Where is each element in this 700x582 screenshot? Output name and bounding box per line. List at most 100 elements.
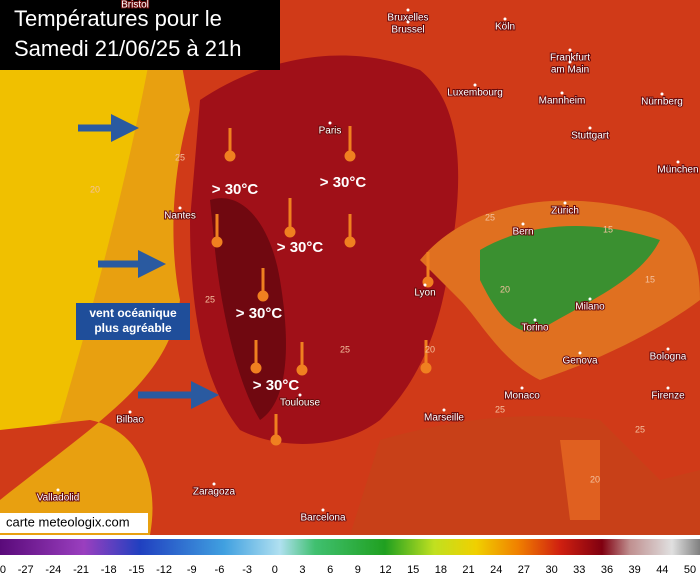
- legend-tick: 12: [379, 564, 391, 576]
- contour-label: 15: [603, 224, 613, 234]
- legend-tick: -30: [0, 564, 6, 576]
- city-dot: [520, 386, 524, 390]
- city-dot: [321, 508, 325, 512]
- legend-tick: 6: [327, 564, 333, 576]
- city-dot: [442, 408, 446, 412]
- contour-label: 25: [485, 212, 495, 222]
- city-dot: [521, 222, 525, 226]
- city-dot: [588, 126, 592, 130]
- city-dot: [503, 17, 507, 21]
- title-box: [0, 0, 280, 70]
- legend-tick: 27: [518, 564, 530, 576]
- city-label: Torino: [521, 323, 549, 334]
- city-dot: [660, 92, 664, 96]
- city-label: Nantes: [164, 211, 196, 222]
- thermometers: [211, 126, 434, 446]
- city-label: Brussel: [391, 25, 424, 36]
- city-label: Bristol: [121, 0, 149, 11]
- contour-label: 25: [495, 404, 505, 414]
- hot-label: > 30°C: [236, 305, 283, 322]
- city-label: Bilbao: [116, 415, 144, 426]
- legend-tick: 44: [656, 564, 668, 576]
- contour-label: 25: [175, 152, 185, 162]
- city-label: Bern: [512, 227, 533, 238]
- legend-tick: -27: [18, 564, 34, 576]
- city-dot: [298, 393, 302, 397]
- legend-tick: 3: [299, 564, 305, 576]
- city-label: Lyon: [414, 288, 435, 299]
- credit-box: [0, 513, 148, 533]
- city-dot: [578, 351, 582, 355]
- contour-label: 20: [425, 344, 435, 354]
- city-dot: [423, 283, 427, 287]
- city-dot: [666, 347, 670, 351]
- city-label: Frankfurt: [550, 53, 590, 64]
- contour-label: 25: [205, 294, 215, 304]
- arrows: [78, 114, 219, 409]
- city-dot: [212, 482, 216, 486]
- title: Températures pour le: [14, 6, 222, 31]
- city-dot: [588, 297, 592, 301]
- city-label: Mannheim: [539, 96, 586, 107]
- legend-tick: 21: [462, 564, 474, 576]
- city-dot: [563, 201, 567, 205]
- city-dot: [128, 410, 132, 414]
- city-dot: [178, 206, 182, 210]
- credit: carte meteologix.com: [6, 514, 130, 529]
- legend-tick: 24: [490, 564, 502, 576]
- legend-tick: -9: [187, 564, 197, 576]
- legend-tick: -3: [242, 564, 252, 576]
- wind-note: vent océanique: [89, 306, 177, 320]
- city-label: am Main: [551, 65, 589, 76]
- legend-tick: -6: [215, 564, 225, 576]
- legend-bar: [0, 539, 700, 555]
- legend-tick: 39: [629, 564, 641, 576]
- city-dot: [568, 60, 572, 64]
- legend-tick: 33: [573, 564, 585, 576]
- contour-label: 15: [645, 274, 655, 284]
- city-dot: [473, 83, 477, 87]
- city-label: Valladolid: [37, 493, 80, 504]
- city-dot: [406, 20, 410, 24]
- hot-label: > 30°C: [320, 174, 367, 191]
- contour-label: 20: [90, 184, 100, 194]
- city-label: Paris: [319, 126, 342, 137]
- legend-tick: 36: [601, 564, 613, 576]
- wind-box: [76, 303, 190, 340]
- city-label: München: [657, 165, 698, 176]
- contour-label: 25: [635, 424, 645, 434]
- city-label: Luxembourg: [447, 88, 503, 99]
- city-label: Köln: [495, 22, 515, 33]
- city-dot: [533, 318, 537, 322]
- legend-tick: -18: [101, 564, 117, 576]
- legend-tick: -21: [73, 564, 89, 576]
- legend-tick: 30: [545, 564, 557, 576]
- title: Samedi 21/06/25 à 21h: [14, 36, 242, 61]
- city-dot: [568, 48, 572, 52]
- city-dot: [406, 8, 410, 12]
- city-label: Toulouse: [280, 398, 320, 409]
- legend-tick: 50: [684, 564, 696, 576]
- legend-tick: -12: [156, 564, 172, 576]
- legend-tick: 18: [435, 564, 447, 576]
- city-label: Bologna: [650, 352, 687, 363]
- city-label: Zaragoza: [193, 487, 236, 498]
- city-label: Nürnberg: [641, 97, 683, 108]
- city-label: Firenze: [651, 391, 685, 402]
- city-label: Milano: [575, 302, 605, 313]
- city-dot: [666, 386, 670, 390]
- contour-label: 20: [590, 474, 600, 484]
- legend-tick: -24: [45, 564, 61, 576]
- map-background: [0, 0, 700, 535]
- hot-label: > 30°C: [277, 239, 324, 256]
- hot-label: > 30°C: [253, 377, 300, 394]
- legend-tick: 0: [272, 564, 278, 576]
- city-label: Stuttgart: [571, 131, 609, 142]
- hot-label: > 30°C: [212, 181, 259, 198]
- city-dot: [56, 488, 60, 492]
- legend-tick: -15: [128, 564, 144, 576]
- city-dot: [328, 121, 332, 125]
- city-label: Genova: [562, 356, 597, 367]
- city-label: Monaco: [504, 391, 540, 402]
